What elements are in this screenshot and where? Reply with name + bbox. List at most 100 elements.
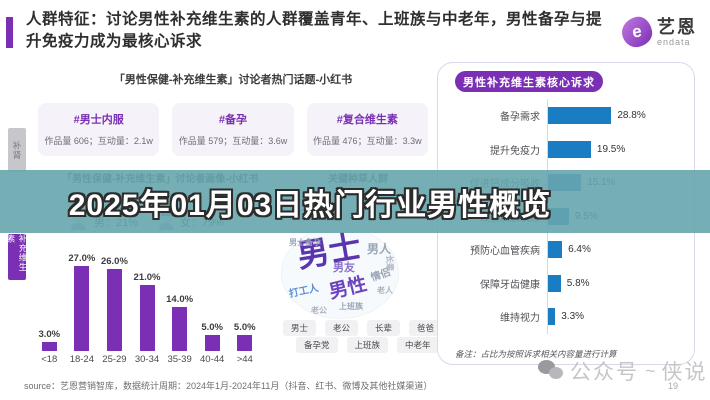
- side-tab-active: 补充维生素: [6, 234, 28, 280]
- demand-bar: [548, 274, 561, 292]
- watermark-label: 公众号: [570, 361, 639, 384]
- age-bar: [74, 265, 90, 351]
- logo-en-text: endata: [657, 36, 691, 47]
- demand-bar-zone: 28.8%: [547, 99, 692, 133]
- side-tab-inactive: 补肾: [8, 128, 26, 172]
- topic-hashtag: #备孕: [218, 114, 248, 126]
- age-bar: [204, 335, 220, 351]
- keyword-tag: 中老年: [397, 337, 439, 353]
- age-bar-column: 26.0% 25-29: [98, 246, 131, 366]
- age-axis-label: 25-29: [102, 354, 127, 365]
- core-demand-panel-title: 男性补充维生素核心诉求: [455, 71, 603, 92]
- title-accent-bar: [6, 17, 13, 48]
- demand-row: 维持视力 3.3%: [448, 300, 692, 334]
- cloud-word: 长辈: [385, 255, 394, 271]
- demand-bar: [548, 107, 612, 125]
- topic-hashtag: #复合维生素: [336, 114, 398, 126]
- age-bar-column: 14.0% 35-39: [163, 246, 196, 366]
- age-bar: [41, 341, 57, 351]
- demand-label: 维持视力: [500, 313, 540, 325]
- age-axis-label: >44: [236, 354, 253, 365]
- cloud-word: 男士备孕: [289, 238, 321, 247]
- cloud-word: 男人: [367, 242, 392, 256]
- cloud-word: 老公: [311, 306, 327, 315]
- demand-value: 19.5%: [596, 143, 626, 155]
- keyword-tag: 男士: [283, 320, 317, 336]
- topic-stats: 作品量 476；互动量：3.3w: [313, 136, 422, 146]
- topic-hashtag: #男士内服: [73, 114, 124, 126]
- panel-note: 备注：占比为按照诉求相关内容量进行计算: [455, 349, 617, 359]
- topic-card-list: #男士内服 作品量 606；互动量：2.1w #备孕 作品量 579；互动量：3.6w…: [38, 103, 428, 156]
- keyword-tag-row-1: 男士 老公 长辈 爸爸: [283, 320, 443, 336]
- demand-value: 5.8%: [566, 277, 590, 289]
- date-banner: 2025年01月03日热门行业男性概览: [0, 170, 710, 233]
- age-bar-value: 5.0%: [201, 322, 223, 334]
- date-banner-text: 2025年01月03日热门行业男性概览: [68, 188, 552, 222]
- keyword-tag: 老公: [325, 320, 359, 336]
- topic-card: #男士内服作品量 606；互动量：2.1w: [38, 103, 160, 156]
- demand-bar-zone: 5.8%: [547, 266, 692, 300]
- age-distribution-chart: 3.0% <18 27.0% 18-24 26.0% 25-29 21.0% 30-34 14.…: [33, 246, 261, 366]
- cloud-word: 男性: [327, 273, 369, 304]
- keyword-tag: 备孕党: [296, 337, 338, 353]
- keyword-tag: 爸爸: [409, 320, 443, 336]
- topic-card: #备孕作品量 579；互动量：3.6w: [172, 103, 294, 156]
- watermark: 公众号 ~ 侠说: [538, 356, 708, 386]
- cloud-word: 打工人: [288, 283, 320, 301]
- demand-bar: [548, 140, 591, 158]
- age-bar-value: 21.0%: [133, 271, 161, 283]
- age-bar-column: 5.0% 40-44: [196, 246, 229, 366]
- demand-value: 28.8%: [617, 110, 646, 122]
- topics-section-title: 「男性保健-补充维生素」讨论者热门话题-小红书: [113, 74, 353, 86]
- keyword-wordcloud: 男士 男性 男友 男人 情侣 打工人 上班族 老人 老公 男士备孕 长辈: [281, 227, 399, 319]
- logo-cn-text: 艺恩: [657, 16, 697, 37]
- age-bar-value: 5.0%: [233, 322, 256, 334]
- age-bar-value: 14.0%: [166, 293, 194, 305]
- endata-logo-icon: e: [620, 15, 654, 49]
- age-bar-column: 21.0% 30-34: [131, 246, 164, 366]
- age-axis-label: 18-24: [69, 354, 95, 365]
- watermark-dash: ~: [645, 360, 656, 381]
- keyword-tag: 长辈: [367, 320, 401, 336]
- demand-label: 保障牙齿健康: [480, 279, 540, 291]
- keyword-tag: 上班族: [346, 337, 389, 353]
- age-bar: [172, 306, 188, 351]
- wechat-icon: [538, 360, 564, 382]
- age-bar: [139, 284, 155, 351]
- demand-row: 提升免疫力 19.5%: [448, 132, 692, 166]
- cloud-word: 男友: [333, 262, 355, 274]
- demand-row: 备孕需求 28.8%: [448, 99, 692, 133]
- topic-card: #复合维生素作品量 476；互动量：3.3w: [306, 103, 428, 156]
- demand-row: 保障牙齿健康 5.8%: [448, 266, 692, 300]
- keyword-tag-row-2: 备孕党 上班族 中老年: [296, 337, 439, 353]
- age-axis-label: 30-34: [134, 354, 160, 365]
- topic-stats: 作品量 579；互动量：3.6w: [178, 136, 288, 146]
- cloud-word: 老人: [377, 286, 393, 295]
- demand-label: 预防心血管疾病: [470, 246, 540, 258]
- demand-label: 提升免疫力: [490, 145, 540, 157]
- age-bar-column: 27.0% 18-24: [66, 246, 99, 366]
- age-bar: [237, 335, 253, 351]
- age-axis-label: <18: [41, 354, 58, 365]
- age-bar-column: 3.0% <18: [33, 246, 66, 366]
- age-bar-value: 3.0%: [38, 328, 61, 340]
- demand-label: 备孕需求: [500, 112, 540, 124]
- page-number: 19: [668, 381, 679, 391]
- demand-bar: [548, 308, 556, 326]
- demand-bar-zone: 19.5%: [547, 132, 692, 166]
- age-bar-value: 26.0%: [100, 256, 128, 268]
- age-bar-value: 27.0%: [68, 252, 96, 264]
- demand-value: 3.3%: [561, 311, 585, 323]
- watermark-name: 侠说: [661, 361, 708, 384]
- demand-bar-zone: 3.3%: [547, 300, 692, 334]
- topic-stats: 作品量 606；互动量：2.1w: [44, 136, 153, 146]
- endata-logo: e 艺恩 endata: [620, 15, 697, 49]
- age-bar-column: 5.0% >44: [228, 246, 261, 366]
- demand-row: 预防心血管疾病 6.4%: [448, 233, 692, 267]
- age-bar: [106, 269, 122, 351]
- age-axis-label: 40-44: [200, 354, 225, 365]
- source-note: source：艺恩营销智库，数据统计周期：2024年1月-2024年11月（抖音…: [24, 381, 433, 391]
- demand-value: 6.4%: [568, 244, 591, 256]
- demand-bar: [548, 241, 563, 259]
